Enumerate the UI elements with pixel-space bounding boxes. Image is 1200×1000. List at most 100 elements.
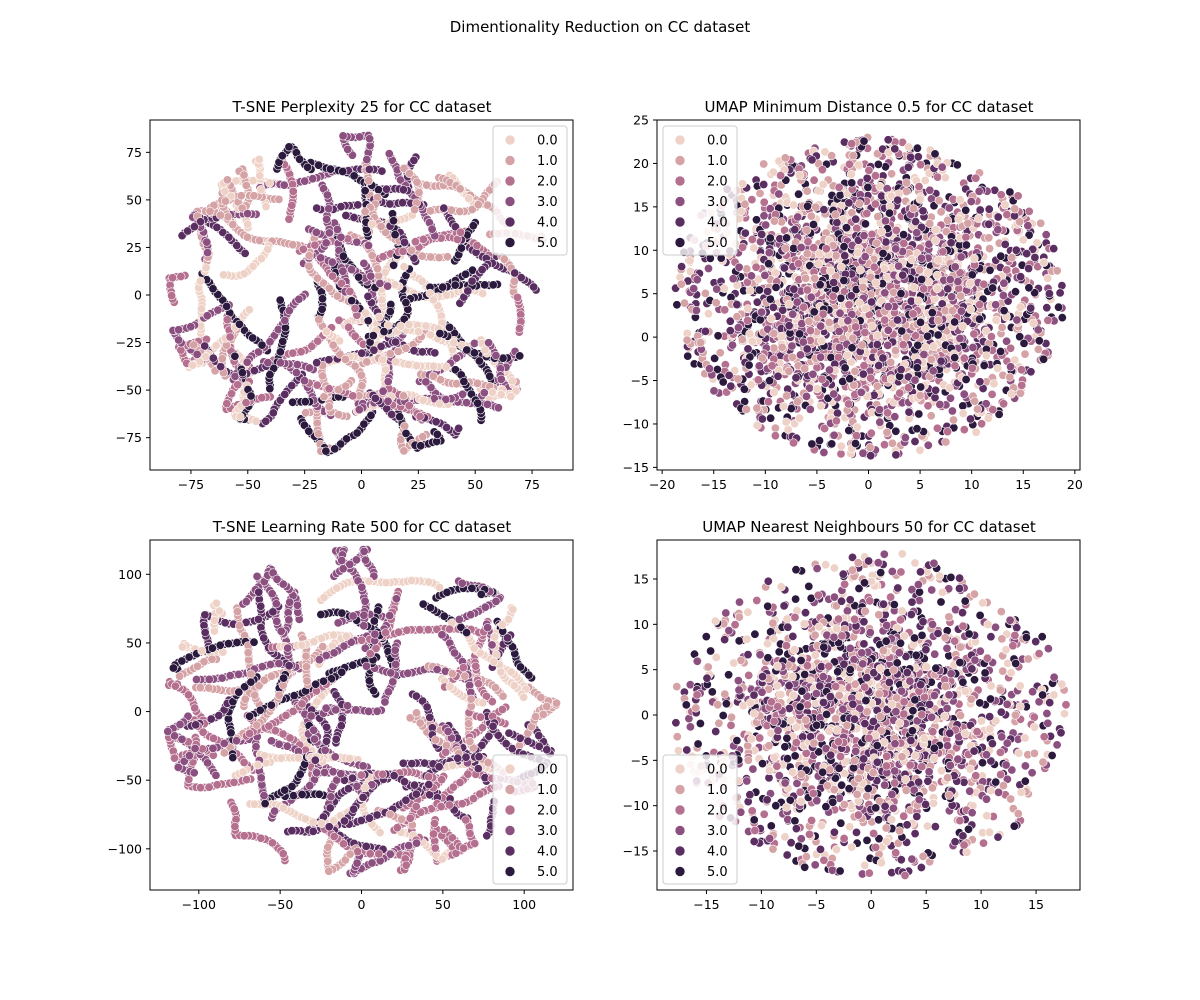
scatter-point xyxy=(401,298,411,308)
scatter-point xyxy=(872,340,882,350)
scatter-point xyxy=(230,351,240,361)
scatter-point xyxy=(428,371,438,381)
scatter-point xyxy=(912,143,922,153)
scatter-point xyxy=(883,135,893,145)
scatter-point xyxy=(430,348,440,358)
scatter-point xyxy=(428,295,438,305)
scatter-point xyxy=(1054,302,1064,312)
scatter-point xyxy=(292,360,302,370)
scatter-point xyxy=(972,404,982,414)
scatter-point xyxy=(216,210,226,220)
scatter-point xyxy=(296,347,306,357)
x-tick-label: 25 xyxy=(410,477,426,492)
legend-label: 3.0 xyxy=(537,195,558,210)
scatter-point xyxy=(751,215,761,225)
scatter-point xyxy=(442,290,452,300)
scatter-point xyxy=(975,205,985,215)
scatter-point xyxy=(338,266,348,276)
scatter-point xyxy=(948,415,958,425)
scatter-point xyxy=(301,408,311,418)
scatter-point xyxy=(754,285,764,295)
scatter-point xyxy=(923,401,933,411)
scatter-point xyxy=(324,355,334,365)
scatter-point xyxy=(349,171,359,181)
scatter-point xyxy=(435,375,445,385)
scatter-point xyxy=(1020,349,1030,359)
scatter-point xyxy=(400,421,410,431)
scatter-point xyxy=(340,354,350,364)
scatter-point xyxy=(799,302,809,312)
scatter-point xyxy=(1043,273,1053,283)
scatter-point xyxy=(441,394,451,404)
scatter-point xyxy=(932,423,942,433)
scatter-point xyxy=(383,396,393,406)
scatter-points xyxy=(164,130,548,457)
scatter-point xyxy=(341,434,351,444)
scatter-point xyxy=(955,268,965,278)
scatter-point xyxy=(404,401,414,411)
scatter-point xyxy=(725,326,735,336)
scatter-point xyxy=(284,306,294,316)
scatter-point xyxy=(757,414,767,424)
scatter-point xyxy=(814,259,824,269)
scatter-point xyxy=(310,240,320,250)
scatter-point xyxy=(407,245,417,255)
scatter-point xyxy=(480,280,490,290)
scatter-point xyxy=(1015,388,1025,398)
scatter-point xyxy=(493,403,503,413)
scatter-point xyxy=(255,236,265,246)
scatter-point xyxy=(412,361,422,371)
scatter-point xyxy=(770,423,780,433)
scatter-point xyxy=(998,290,1008,300)
scatter-point xyxy=(372,264,382,274)
scatter-point xyxy=(356,370,366,380)
scatter-point xyxy=(891,426,901,436)
scatter-point xyxy=(752,420,762,430)
x-tick-label: −75 xyxy=(178,477,204,492)
x-tick-label: 0 xyxy=(358,477,366,492)
scatter-point xyxy=(842,350,852,360)
scatter-point xyxy=(263,358,273,368)
scatter-point xyxy=(710,353,720,363)
scatter-point xyxy=(304,426,314,436)
scatter-point xyxy=(174,335,184,345)
scatter-point xyxy=(703,263,713,273)
scatter-point xyxy=(409,155,419,165)
scatter-point xyxy=(218,227,228,237)
scatter-point xyxy=(814,436,824,446)
scatter-point xyxy=(920,176,930,186)
scatter-point xyxy=(391,357,401,367)
scatter-point xyxy=(349,213,359,223)
scatter-point xyxy=(461,398,471,408)
scatter-point xyxy=(807,155,817,165)
scatter-point xyxy=(233,380,243,390)
scatter-point xyxy=(321,327,331,337)
scatter-point xyxy=(321,238,331,248)
scatter-point xyxy=(975,300,985,310)
scatter-point xyxy=(807,439,817,449)
scatter-point xyxy=(515,351,525,361)
scatter-point xyxy=(450,280,460,290)
subplot-umap-min-distance: UMAP Minimum Distance 0.5 for CC dataset… xyxy=(623,98,1083,492)
scatter-point xyxy=(851,431,861,441)
scatter-point xyxy=(317,294,327,304)
scatter-point xyxy=(1015,302,1025,312)
scatter-point xyxy=(354,272,364,282)
x-tick-label: 50 xyxy=(467,477,483,492)
scatter-point xyxy=(324,402,334,412)
scatter-point xyxy=(1030,288,1040,298)
y-tick-label: −25 xyxy=(116,335,142,350)
scatter-point xyxy=(287,381,297,391)
scatter-point xyxy=(186,322,196,332)
scatter-point xyxy=(295,154,305,164)
scatter-point xyxy=(196,217,206,227)
scatter-point xyxy=(923,440,933,450)
scatter-point xyxy=(243,219,253,229)
scatter-point xyxy=(240,248,250,258)
scatter-point xyxy=(317,304,327,314)
scatter-point xyxy=(844,425,854,435)
scatter-point xyxy=(1055,288,1065,298)
scatter-point xyxy=(685,256,695,266)
scatter-point xyxy=(300,397,310,407)
